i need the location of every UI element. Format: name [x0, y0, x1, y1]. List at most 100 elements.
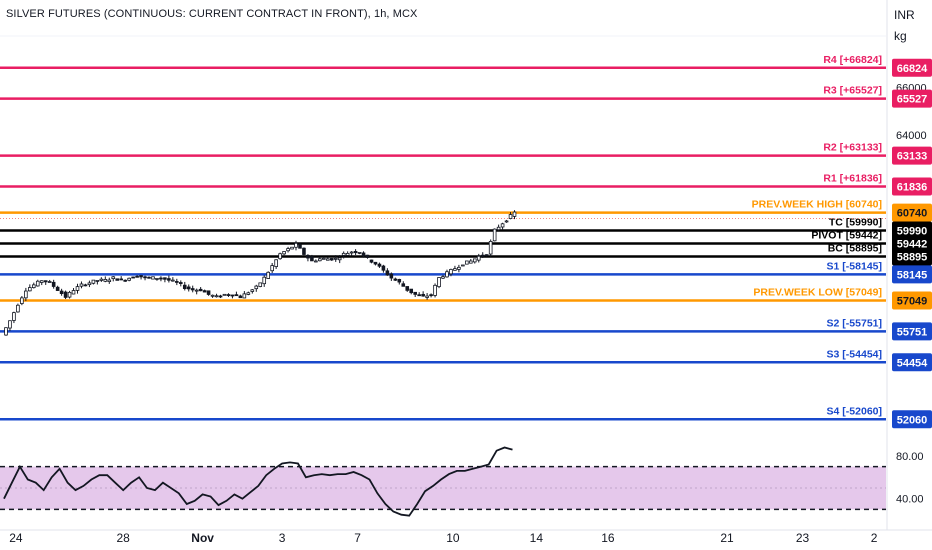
- level-badge: [892, 203, 932, 222]
- time-tick-label: 23: [796, 531, 810, 545]
- candle: [115, 278, 120, 281]
- candle: [492, 228, 497, 242]
- level-badge: [892, 265, 932, 284]
- time-axis: 24 28 Nov 3 7 10 14 16 21 23 2: [9, 531, 877, 545]
- candle: [206, 290, 211, 296]
- candle: [437, 277, 441, 289]
- level-label: PREV.WEEK HIGH [60740]: [752, 199, 882, 211]
- candle: [337, 255, 342, 264]
- candle: [246, 291, 251, 296]
- candle: [381, 264, 386, 273]
- candle: [127, 277, 131, 282]
- chart-title: SILVER FUTURES (CONTINUOUS: CURRENT CONT…: [6, 8, 418, 20]
- unit-label: kg: [894, 29, 907, 43]
- level-label: S4 [-52060]: [827, 405, 882, 417]
- candle: [274, 259, 278, 269]
- time-tick-label: 14: [530, 531, 544, 545]
- candle: [385, 268, 390, 276]
- candle: [230, 294, 235, 299]
- candle: [63, 290, 68, 300]
- candle: [119, 276, 123, 281]
- price-axis: 6600064000668246552763133618366074059990…: [892, 58, 932, 506]
- candle: [397, 278, 402, 285]
- candle: [365, 254, 370, 259]
- candle: [178, 280, 183, 287]
- candle: [278, 252, 282, 260]
- candle: [480, 252, 485, 259]
- time-tick-label: Nov: [191, 531, 214, 545]
- level-badge-text: 59990: [897, 225, 928, 237]
- level-label: R2 [+63133]: [823, 142, 882, 154]
- candle: [318, 256, 322, 262]
- candle: [99, 277, 104, 282]
- level-label: PREV.WEEK LOW [57049]: [753, 287, 882, 299]
- candle: [465, 260, 469, 265]
- level-label: R3 [+65527]: [823, 85, 882, 97]
- candle: [512, 210, 517, 220]
- candle: [226, 293, 231, 297]
- candle: [401, 281, 406, 287]
- candle: [500, 222, 505, 231]
- candle: [369, 259, 374, 264]
- candle: [24, 287, 28, 302]
- candle: [476, 253, 481, 263]
- candle: [393, 277, 398, 281]
- candle: [445, 269, 449, 278]
- candle: [135, 274, 139, 278]
- oscillator-line: [3, 446, 513, 517]
- candle: [433, 283, 437, 298]
- candle: [111, 276, 116, 282]
- candle: [238, 294, 243, 299]
- level-badge-text: 65527: [897, 94, 928, 106]
- candle: [20, 296, 24, 306]
- candle: [429, 293, 433, 298]
- candle: [266, 271, 270, 280]
- candle: [425, 293, 429, 300]
- candle: [469, 258, 473, 264]
- currency-label: INR: [894, 8, 915, 22]
- candle: [159, 276, 163, 282]
- candle: [163, 277, 167, 283]
- candle: [35, 279, 40, 287]
- level-label: S2 [-55751]: [827, 317, 882, 329]
- candle: [290, 246, 294, 250]
- level-badge: [892, 410, 932, 429]
- candle: [357, 251, 362, 255]
- candle: [314, 259, 318, 263]
- candle: [242, 291, 247, 299]
- candle: [107, 277, 112, 284]
- candle: [282, 251, 286, 256]
- level-badge: [892, 322, 932, 341]
- level-badge-text: 52060: [897, 414, 928, 426]
- level-label: R1 [+61836]: [823, 173, 882, 185]
- level-badge-text: 54454: [897, 357, 928, 369]
- candle: [147, 276, 151, 279]
- candle: [182, 281, 187, 291]
- candle: [496, 224, 501, 231]
- level-badge: [892, 291, 932, 310]
- candle: [39, 280, 44, 286]
- candle: [67, 290, 72, 299]
- candle: [71, 288, 76, 295]
- level-badge-text: 58895: [897, 252, 928, 264]
- level-badge: [892, 58, 932, 77]
- level-badge-text: 63133: [897, 151, 928, 163]
- candle: [139, 275, 143, 280]
- candle: [194, 288, 199, 295]
- candle: [298, 243, 302, 249]
- candle: [353, 249, 358, 256]
- candle: [31, 282, 36, 289]
- candle: [151, 276, 155, 280]
- candle: [143, 275, 147, 281]
- candle: [453, 265, 457, 271]
- candle: [155, 278, 159, 281]
- candle: [222, 293, 227, 296]
- candle: [441, 274, 445, 279]
- candle: [409, 288, 414, 295]
- candle: [4, 327, 8, 336]
- level-badge: [892, 146, 932, 165]
- candle: [83, 283, 88, 287]
- candle: [51, 279, 56, 289]
- price-tick-label: 64000: [896, 130, 927, 142]
